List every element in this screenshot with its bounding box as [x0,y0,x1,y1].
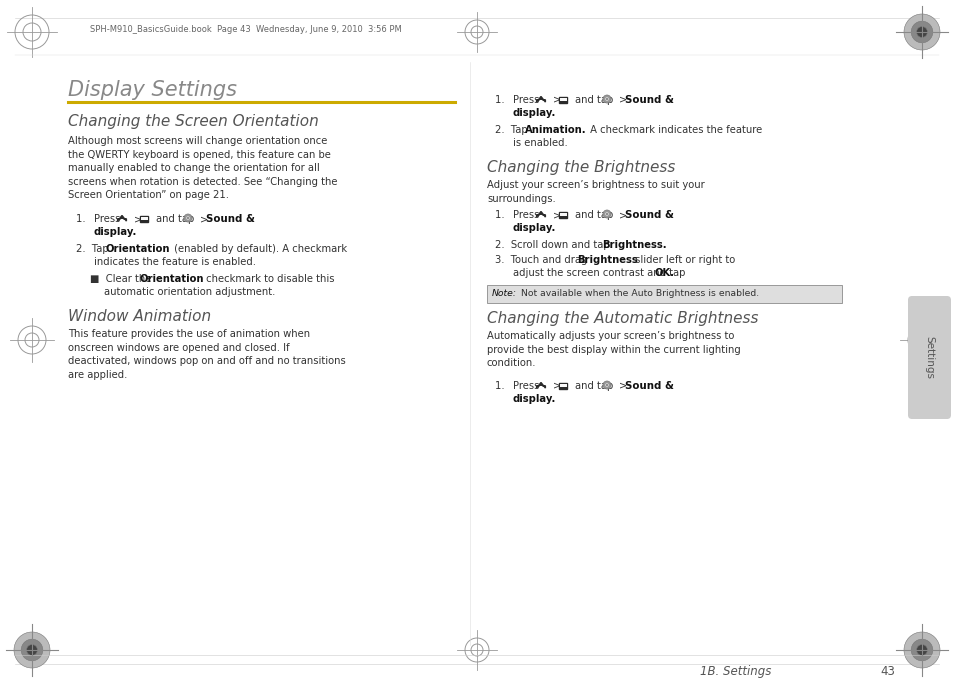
Text: >: > [553,95,560,105]
Text: Not available when the Auto Brightness is enabled.: Not available when the Auto Brightness i… [517,289,759,298]
Text: Animation.: Animation. [524,125,586,135]
Text: Changing the Screen Orientation: Changing the Screen Orientation [68,114,318,129]
Circle shape [604,211,609,216]
Text: Although most screens will change orientation once
the QWERTY keyboard is opened: Although most screens will change orient… [68,136,337,201]
Polygon shape [536,96,545,102]
Text: Brightness: Brightness [577,255,638,265]
Circle shape [916,27,926,38]
Text: Press: Press [513,210,538,220]
Text: Adjust your screen’s brightness to suit your
surroundings.: Adjust your screen’s brightness to suit … [486,180,704,204]
Text: 2.  Tap: 2. Tap [76,244,112,254]
Text: 1.: 1. [495,210,511,220]
Text: and tap: and tap [575,381,613,391]
Circle shape [910,21,932,43]
Text: 1.: 1. [495,95,511,105]
Circle shape [604,97,609,101]
Circle shape [916,644,926,655]
Text: This feature provides the use of animation when
onscreen windows are opened and : This feature provides the use of animati… [68,329,345,380]
Polygon shape [536,383,545,388]
Text: checkmark to disable this: checkmark to disable this [203,274,335,284]
Bar [539,215,542,218]
Circle shape [602,381,610,389]
Text: and tap: and tap [575,95,613,105]
Text: Orientation: Orientation [140,274,204,284]
Text: Note:: Note: [492,289,517,298]
Circle shape [903,14,939,50]
Text: 1.: 1. [76,214,91,224]
Text: Changing the Automatic Brightness: Changing the Automatic Brightness [486,311,758,326]
Circle shape [910,639,932,661]
Text: >: > [618,381,626,391]
Circle shape [602,210,610,218]
Text: >: > [133,214,142,224]
Circle shape [605,213,607,215]
Text: SPH-M910_BasicsGuide.book  Page 43  Wednesday, June 9, 2010  3:56 PM: SPH-M910_BasicsGuide.book Page 43 Wednes… [90,25,401,35]
Polygon shape [536,211,545,217]
Bar [120,219,123,222]
Text: >: > [553,381,560,391]
Bar [486,285,841,303]
Bar [539,100,542,103]
Text: Sound &: Sound & [624,210,673,220]
Bar [539,386,542,389]
Text: Sound &: Sound & [624,95,673,105]
Text: (enabled by default). A checkmark: (enabled by default). A checkmark [171,244,347,254]
Circle shape [186,216,190,220]
Text: display.: display. [513,108,556,118]
Text: Display Settings: Display Settings [68,80,236,100]
Text: 3.  Touch and drag: 3. Touch and drag [495,255,590,265]
Text: 2.  Scroll down and tap: 2. Scroll down and tap [495,240,612,250]
Text: 1.: 1. [495,381,511,391]
Text: Window Animation: Window Animation [68,309,211,324]
Text: >: > [618,210,626,220]
Text: Changing the Brightness: Changing the Brightness [486,160,675,175]
Text: Sound &: Sound & [624,381,673,391]
Text: 1B. Settings: 1B. Settings [700,665,771,678]
Text: Press: Press [513,95,538,105]
Text: Orientation: Orientation [106,244,171,254]
Text: >: > [618,95,626,105]
Polygon shape [117,216,126,221]
Text: >: > [553,210,560,220]
Text: Automatically adjusts your screen’s brightness to
provide the best display withi: Automatically adjusts your screen’s brig… [486,331,740,368]
Text: >: > [200,214,208,224]
Circle shape [605,98,607,100]
Circle shape [21,639,43,661]
Text: Press: Press [94,214,120,224]
Bar [140,216,148,222]
Circle shape [602,95,610,103]
Circle shape [27,644,37,655]
Text: indicates the feature is enabled.: indicates the feature is enabled. [94,257,255,267]
Text: A checkmark indicates the feature: A checkmark indicates the feature [586,125,761,135]
Circle shape [903,632,939,668]
Text: ■  Clear the: ■ Clear the [90,274,154,284]
Circle shape [184,214,192,222]
Text: display.: display. [513,394,556,404]
Text: automatic orientation adjustment.: automatic orientation adjustment. [104,287,275,297]
Text: display.: display. [94,227,137,237]
Text: OK.: OK. [655,268,675,278]
Text: display.: display. [513,223,556,233]
Text: Settings: Settings [923,336,934,379]
Text: is enabled.: is enabled. [513,138,567,148]
Circle shape [187,217,189,219]
Text: 43: 43 [879,665,894,678]
Text: and tap: and tap [575,210,613,220]
Text: Sound &: Sound & [206,214,254,224]
Text: 2.  Tap: 2. Tap [495,125,530,135]
FancyBboxPatch shape [907,296,950,419]
Circle shape [604,383,609,387]
Text: Press: Press [513,381,538,391]
Text: Brightness.: Brightness. [601,240,666,250]
Circle shape [14,632,50,668]
Text: slider left or right to: slider left or right to [631,255,735,265]
Circle shape [605,384,607,386]
Text: and tap: and tap [156,214,194,224]
Bar [558,98,566,103]
Text: adjust the screen contrast and tap: adjust the screen contrast and tap [513,268,688,278]
Bar [558,383,566,389]
Bar [558,212,566,218]
